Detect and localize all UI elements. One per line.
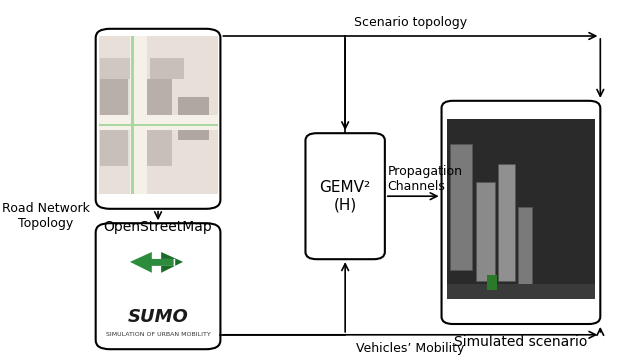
FancyBboxPatch shape (138, 130, 172, 166)
Text: Vehicles’ Mobility: Vehicles’ Mobility (356, 342, 465, 355)
Text: SIMULATION OF URBAN MOBILITY: SIMULATION OF URBAN MOBILITY (106, 332, 211, 337)
FancyBboxPatch shape (95, 29, 220, 209)
Polygon shape (161, 252, 183, 273)
Text: Scenario topology: Scenario topology (354, 16, 467, 29)
Polygon shape (130, 252, 173, 273)
FancyBboxPatch shape (99, 115, 218, 130)
FancyBboxPatch shape (476, 182, 495, 281)
FancyBboxPatch shape (499, 164, 515, 281)
Text: SUMO: SUMO (127, 308, 188, 326)
FancyBboxPatch shape (138, 79, 172, 115)
Text: Propagation
Channels: Propagation Channels (388, 165, 463, 193)
FancyBboxPatch shape (95, 223, 220, 349)
Text: OpenStreetMap: OpenStreetMap (104, 220, 212, 234)
FancyBboxPatch shape (130, 36, 147, 194)
Text: Simulated scenario: Simulated scenario (454, 335, 588, 349)
FancyBboxPatch shape (100, 130, 128, 166)
FancyBboxPatch shape (131, 36, 134, 194)
FancyBboxPatch shape (518, 207, 532, 288)
FancyBboxPatch shape (447, 119, 595, 299)
FancyBboxPatch shape (447, 284, 595, 299)
FancyBboxPatch shape (442, 101, 600, 324)
FancyBboxPatch shape (305, 133, 385, 259)
FancyBboxPatch shape (178, 97, 209, 140)
FancyBboxPatch shape (100, 79, 128, 115)
Text: Road Network
Topology: Road Network Topology (2, 202, 90, 230)
Text: GEMV²
(H): GEMV² (H) (319, 180, 371, 212)
FancyBboxPatch shape (100, 58, 140, 79)
FancyBboxPatch shape (99, 124, 218, 126)
FancyBboxPatch shape (99, 36, 218, 194)
FancyBboxPatch shape (487, 275, 497, 290)
FancyBboxPatch shape (150, 58, 184, 79)
FancyBboxPatch shape (450, 144, 472, 270)
